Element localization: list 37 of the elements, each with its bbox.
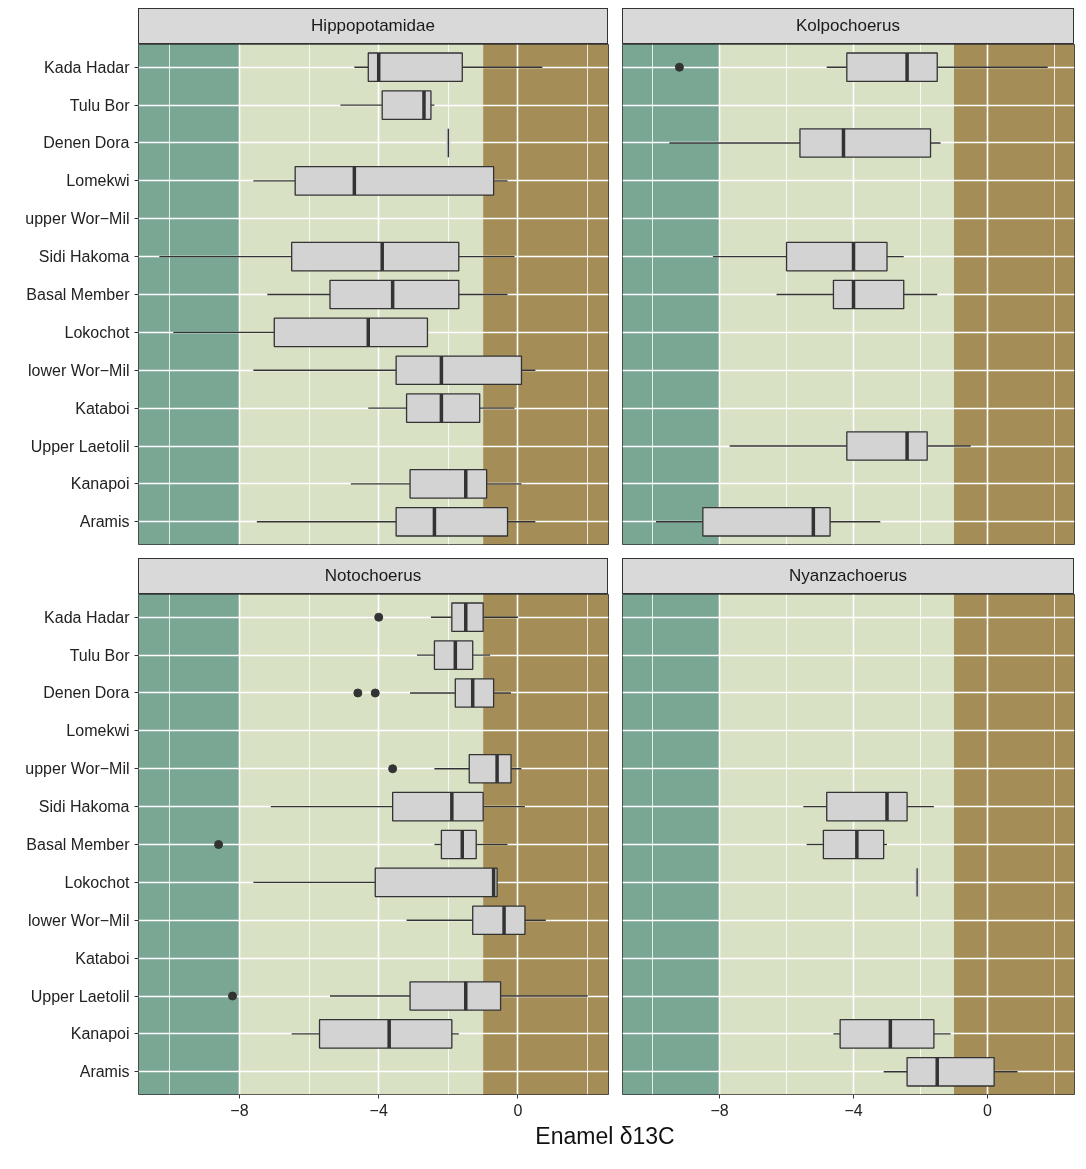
x-tick-label: 0	[513, 1101, 523, 1119]
x-tick-label: −4	[369, 1101, 388, 1119]
y-tick-label: Aramis	[79, 513, 130, 531]
chart-title: Notochoerus	[324, 565, 422, 587]
y-tick-label: Kada Hadar	[44, 608, 131, 626]
y-tick-label: Sidi Hakoma	[38, 798, 130, 816]
y-tick-label: Sidi Hakoma	[38, 248, 130, 266]
y-tick-label: Lomekwi	[66, 172, 130, 190]
y-tick-label: Denen Dora	[43, 134, 130, 152]
x-tick-label: −4	[844, 1101, 863, 1119]
x-tick-label: 0	[983, 1101, 992, 1119]
y-tick-label: Lokochot	[64, 873, 131, 891]
y-tick-label: Basal Member	[26, 836, 131, 853]
chart-title: Kolpochoerus	[796, 15, 900, 37]
x-tick-label: −8	[230, 1101, 249, 1119]
y-tick-label: Lokochot	[64, 323, 131, 341]
y-tick-label: Denen Dora	[43, 684, 130, 702]
x-axis-title: Enamel δ13C	[535, 1122, 675, 1151]
x-tick-label: −8	[710, 1101, 729, 1119]
y-tick-label: lower Wor−Mil	[28, 911, 130, 929]
y-tick-label: Kada Hadar	[44, 58, 131, 76]
y-tick-label: Kanapoi	[70, 1025, 130, 1043]
y-tick-label: lower Wor−Mil	[28, 361, 130, 379]
y-tick-label: upper Wor−Mil	[25, 210, 130, 228]
y-tick-label: Upper Laetolil	[30, 437, 130, 455]
y-tick-label: Kanapoi	[70, 475, 130, 493]
y-tick-label: Kataboi	[75, 399, 130, 417]
y-tick-label: Aramis	[79, 1063, 130, 1081]
y-tick-label: upper Wor−Mil	[25, 760, 130, 778]
chart-title: Hippopotamidae	[311, 15, 435, 37]
y-tick-label: Tulu Bor	[69, 96, 131, 114]
y-tick-label: Upper Laetolil	[30, 987, 130, 1005]
chart-title: Nyanzachoerus	[788, 565, 908, 587]
y-tick-label: Tulu Bor	[69, 646, 131, 664]
y-tick-label: Basal Member	[26, 286, 131, 303]
y-tick-label: Kataboi	[75, 949, 130, 967]
y-tick-label: Lomekwi	[66, 722, 130, 740]
